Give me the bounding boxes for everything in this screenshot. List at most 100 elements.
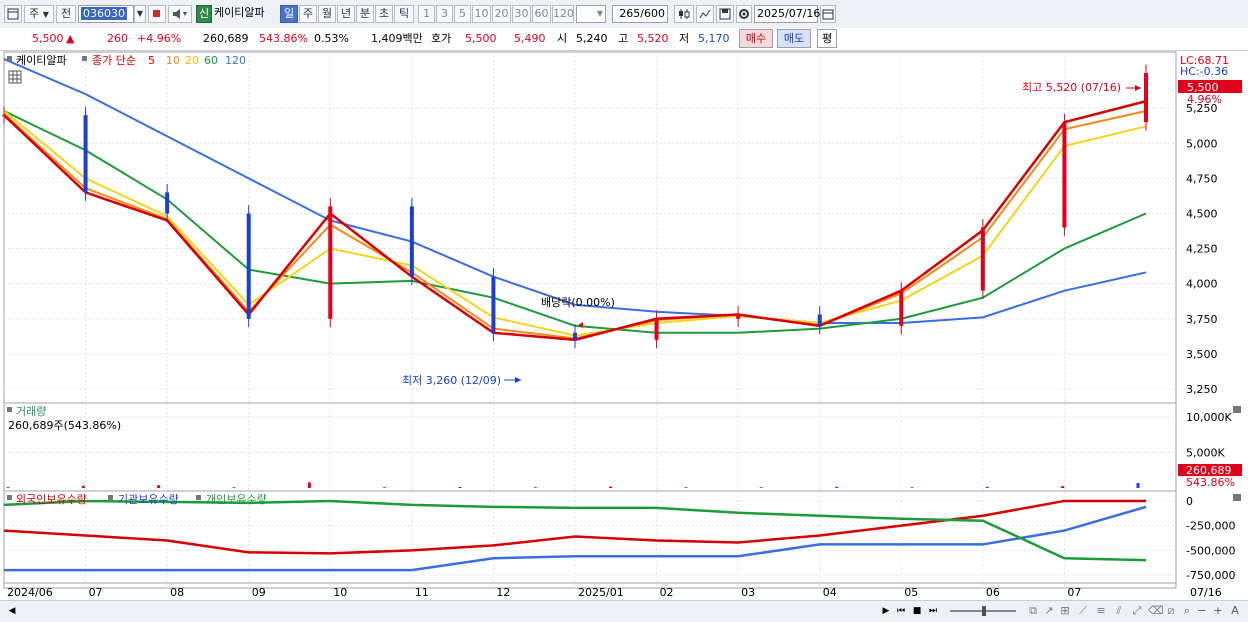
price-change: 260 xyxy=(107,32,128,45)
scroll-left-icon[interactable]: ◀ xyxy=(8,606,16,616)
prev-button[interactable]: 전 xyxy=(56,5,76,23)
minute-20[interactable]: 20 xyxy=(492,5,511,23)
zoom-in-icon[interactable]: + xyxy=(1213,604,1223,617)
y-tick-label: 4,250 xyxy=(1186,243,1218,256)
minute-3[interactable]: 3 xyxy=(436,5,453,23)
calendar-icon[interactable] xyxy=(820,5,836,23)
custom-period-input[interactable]: ▼ xyxy=(576,5,606,23)
eval-button[interactable]: 평 xyxy=(817,29,837,48)
candles xyxy=(2,64,1148,349)
new-badge: 신 xyxy=(196,5,212,23)
code-dropdown-icon[interactable]: ▼ xyxy=(134,5,146,23)
volume-bar xyxy=(759,487,763,488)
bid-price: 5,490 xyxy=(514,32,546,45)
tool-arrow-icon[interactable]: ⤢ xyxy=(1132,604,1142,617)
chart-icon[interactable] xyxy=(4,5,22,23)
candle-body xyxy=(328,206,333,319)
period-week[interactable]: 주 xyxy=(299,5,317,23)
rewind-icon[interactable]: ⏮ xyxy=(896,606,906,616)
tool-channel-icon[interactable]: ⫽ xyxy=(1116,604,1122,617)
date-input[interactable]: 2025/07/16 xyxy=(754,5,820,23)
volume-title: 거래량 xyxy=(16,405,46,418)
x-tick-label: 10 xyxy=(333,586,347,599)
candle-body xyxy=(491,276,496,333)
holding-legend-marker-3 xyxy=(196,495,201,500)
volume-legend-marker xyxy=(7,407,12,412)
period-month[interactable]: 월 xyxy=(318,5,336,23)
candle-icon[interactable] xyxy=(674,5,694,23)
volume-ratio-label: 543.86% xyxy=(1186,476,1235,489)
period-minute[interactable]: 분 xyxy=(356,5,374,23)
volume-ratio: 543.86% xyxy=(259,32,308,45)
draw-icon[interactable] xyxy=(696,5,714,23)
candle-body xyxy=(2,115,6,117)
tool-fib-icon[interactable]: ≡ xyxy=(1096,604,1106,617)
volume-bar xyxy=(383,487,387,488)
tool-line-icon[interactable]: ↗ xyxy=(1044,604,1054,617)
minute-60[interactable]: 60 xyxy=(532,5,551,23)
open-price: 5,240 xyxy=(576,32,608,45)
legend-marker-2 xyxy=(82,56,87,61)
tool-text-icon[interactable]: ⊞ xyxy=(1060,604,1070,617)
holding-tick-label: 0 xyxy=(1186,495,1193,508)
x-tick-label: 2025/01 xyxy=(578,586,624,599)
timeframe-select[interactable]: 주 ▼ xyxy=(24,5,54,23)
x-tick-label: 06 xyxy=(986,586,1000,599)
y-tick-label: 3,500 xyxy=(1186,348,1218,361)
grid-icon[interactable] xyxy=(8,70,22,84)
sell-button[interactable]: 매도 xyxy=(777,29,811,48)
period-year[interactable]: 년 xyxy=(337,5,355,23)
buy-button[interactable]: 매수 xyxy=(739,29,773,48)
speaker-icon[interactable] xyxy=(168,5,192,23)
volume-bar xyxy=(6,487,10,488)
minute-30[interactable]: 30 xyxy=(512,5,531,23)
save-icon[interactable] xyxy=(716,5,734,23)
rate-flag-label: 4.96% xyxy=(1187,93,1222,106)
minute-1[interactable]: 1 xyxy=(418,5,435,23)
volume-bar xyxy=(985,486,989,488)
stock-code-input[interactable]: 036030 xyxy=(78,5,134,23)
candle-body xyxy=(899,290,904,326)
tool-trend-icon[interactable]: ⟋ xyxy=(1079,604,1087,617)
legend-ma60: 60 xyxy=(204,54,218,67)
stock-name: 케이티알파 xyxy=(214,6,265,19)
holding-line xyxy=(4,505,1147,572)
volume-tick-label: 5,000K xyxy=(1186,447,1225,460)
volume-bar xyxy=(609,486,613,488)
period-second[interactable]: 초 xyxy=(375,5,393,23)
volume-close-icon[interactable] xyxy=(1233,406,1241,413)
period-day[interactable]: 일 xyxy=(280,5,298,23)
zoom-icon[interactable]: ⌕ xyxy=(1183,604,1191,617)
forward-icon[interactable]: ⏭ xyxy=(928,606,938,616)
volume-bar xyxy=(157,485,161,488)
minute-120[interactable]: 120 xyxy=(552,5,574,23)
candle-body xyxy=(1144,73,1148,123)
search-icon[interactable] xyxy=(148,5,166,23)
count-input[interactable]: 265/600 xyxy=(612,5,668,23)
y-tick-labels: 5,250 5,000 4,750 4,500 4,250 4,000 3,750 3,500… xyxy=(1186,102,1235,582)
timeframe-label: 주 xyxy=(29,7,40,20)
zoom-slider-handle[interactable] xyxy=(982,606,986,616)
volume-flag-label: 260,689 xyxy=(1186,464,1232,477)
x-tick-label: 07 xyxy=(89,586,103,599)
period-tick[interactable]: 틱 xyxy=(394,5,414,23)
volume-bar xyxy=(533,487,537,488)
settings-icon[interactable] xyxy=(736,5,752,23)
holding-tick-label: -500,000 xyxy=(1186,544,1235,557)
auto-scale-icon[interactable]: A xyxy=(1231,604,1239,617)
scroll-right-icon[interactable]: ▶ xyxy=(882,606,890,616)
holding-close-icon[interactable] xyxy=(1233,494,1241,501)
minute-5[interactable]: 5 xyxy=(454,5,471,23)
dropdown-icon: ▼ xyxy=(42,10,49,19)
stop-icon[interactable]: ■ xyxy=(912,606,922,616)
legend-marker xyxy=(7,56,12,61)
x-tick-label: 08 xyxy=(170,586,184,599)
y-tick-label: 3,250 xyxy=(1186,383,1218,396)
minute-10[interactable]: 10 xyxy=(472,5,491,23)
tool-copy-icon[interactable]: ⧉ xyxy=(1029,604,1037,617)
tool-magnet-icon[interactable]: ⧄ xyxy=(1167,604,1175,617)
tool-eraser-icon[interactable]: ⌫ xyxy=(1148,604,1164,617)
holding-tick-label: -250,000 xyxy=(1186,520,1235,533)
x-tick-label: 12 xyxy=(496,586,510,599)
zoom-out-icon[interactable]: − xyxy=(1197,604,1207,617)
